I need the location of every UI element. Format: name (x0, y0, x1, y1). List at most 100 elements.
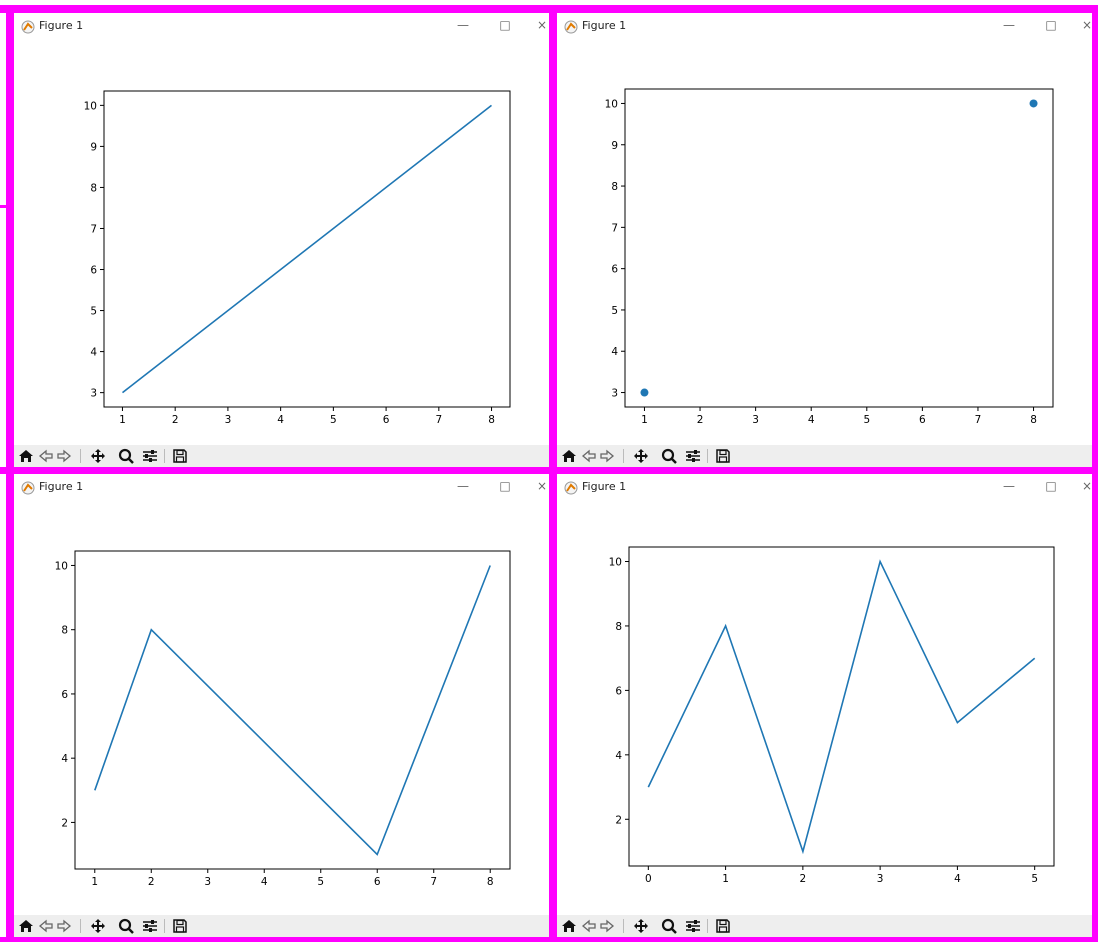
pan-icon[interactable] (90, 918, 106, 934)
minimize-button[interactable]: — (457, 479, 469, 493)
figure-window-4: Figure 1 — □ × 0 1 2 3 4 5 2 4 6 8 10 (557, 474, 1092, 937)
toolbar-separator (80, 919, 81, 933)
x-tick-label: 3 (204, 876, 211, 888)
y-tick-label: 3 (90, 388, 97, 400)
pan-icon[interactable] (633, 448, 649, 464)
chart-plot[interactable]: 1 2 3 4 5 6 7 8 2 4 6 8 10 (14, 474, 549, 915)
x-tick-label: 6 (374, 876, 381, 888)
minimize-button[interactable]: — (457, 18, 469, 32)
save-icon[interactable] (715, 448, 731, 464)
back-icon[interactable] (38, 448, 54, 464)
x-tick-label: 8 (487, 876, 494, 888)
x-tick-label: 2 (148, 876, 155, 888)
x-tick-label: 1 (641, 414, 648, 426)
x-tick-label: 5 (317, 876, 324, 888)
forward-icon[interactable] (56, 448, 72, 464)
pan-icon[interactable] (633, 918, 649, 934)
window-title: Figure 1 (582, 19, 627, 32)
y-tick-label: 6 (61, 689, 68, 701)
axes-frame (74, 550, 511, 870)
x-tick-label: 1 (91, 876, 98, 888)
minimize-button[interactable]: — (1003, 479, 1015, 493)
x-tick-label: 5 (1031, 873, 1038, 885)
x-tick-label: 1 (119, 414, 126, 426)
toolbar-separator (623, 449, 624, 463)
y-tick-label: 9 (90, 141, 97, 153)
y-tick-label: 8 (611, 181, 618, 193)
figure-window-2: Figure 1 — □ × 1 2 3 4 5 6 7 8 3 4 5 6 7 8 9 10 (557, 13, 1092, 467)
save-icon[interactable] (172, 918, 188, 934)
annotation-tick (0, 205, 14, 208)
y-tick-label: 6 (611, 264, 618, 276)
back-icon[interactable] (581, 918, 597, 934)
configure-subplots-icon[interactable] (142, 448, 158, 464)
y-tick-label: 9 (611, 140, 618, 152)
back-icon[interactable] (581, 448, 597, 464)
title-bar[interactable]: Figure 1 — □ × (557, 13, 1092, 39)
y-tick-label: 7 (611, 222, 618, 234)
configure-subplots-icon[interactable] (685, 448, 701, 464)
maximize-button[interactable]: □ (1045, 18, 1057, 32)
x-tick-label: 7 (975, 414, 982, 426)
zoom-icon[interactable] (118, 918, 134, 934)
y-tick-label: 10 (609, 557, 622, 569)
close-button[interactable]: × (1081, 479, 1092, 493)
figure-window-1: Figure 1 — □ × 1 2 3 4 5 6 7 8 3 4 5 6 7 8 9 10 (14, 13, 549, 467)
maximize-button[interactable]: □ (499, 479, 511, 493)
forward-icon[interactable] (599, 918, 615, 934)
x-tick-label: 1 (722, 873, 729, 885)
axes-frame (624, 88, 1054, 408)
matplotlib-icon (21, 480, 35, 495)
zoom-icon[interactable] (661, 448, 677, 464)
zoom-icon[interactable] (118, 448, 134, 464)
home-icon[interactable] (18, 918, 34, 934)
close-button[interactable]: × (536, 479, 548, 493)
chart-plot[interactable]: 1 2 3 4 5 6 7 8 3 4 5 6 7 8 9 10 (14, 13, 549, 445)
matplotlib-icon (21, 19, 35, 34)
chart-plot[interactable]: 0 1 2 3 4 5 2 4 6 8 10 (557, 474, 1092, 915)
x-tick-label: 4 (954, 873, 961, 885)
x-tick-label: 2 (697, 414, 704, 426)
y-tick-label: 4 (615, 750, 622, 762)
toolbar-separator (164, 449, 165, 463)
toolbar-separator (164, 919, 165, 933)
configure-subplots-icon[interactable] (685, 918, 701, 934)
configure-subplots-icon[interactable] (142, 918, 158, 934)
forward-icon[interactable] (56, 918, 72, 934)
navigation-toolbar (14, 915, 549, 937)
x-tick-label: 6 (919, 414, 926, 426)
y-tick-label: 5 (611, 305, 618, 317)
scatter-point (640, 388, 649, 397)
x-tick-label: 5 (863, 414, 870, 426)
x-tick-label: 2 (172, 414, 179, 426)
y-tick-label: 6 (90, 265, 97, 277)
minimize-button[interactable]: — (1003, 18, 1015, 32)
window-title: Figure 1 (582, 480, 627, 493)
maximize-button[interactable]: □ (499, 18, 511, 32)
x-tick-label: 8 (1030, 414, 1037, 426)
close-button[interactable]: × (536, 18, 548, 32)
x-tick-label: 3 (877, 873, 884, 885)
chart-plot[interactable]: 1 2 3 4 5 6 7 8 3 4 5 6 7 8 9 10 (557, 13, 1092, 445)
home-icon[interactable] (561, 448, 577, 464)
y-tick-label: 8 (615, 621, 622, 633)
home-icon[interactable] (561, 918, 577, 934)
annotation-frame-center (549, 5, 557, 942)
y-tick-label: 10 (605, 98, 618, 110)
save-icon[interactable] (715, 918, 731, 934)
title-bar[interactable]: Figure 1 — □ × (557, 474, 1092, 500)
x-tick-label: 0 (645, 873, 652, 885)
title-bar[interactable]: Figure 1 — □ × (14, 13, 549, 39)
save-icon[interactable] (172, 448, 188, 464)
y-tick-label: 8 (90, 182, 97, 194)
forward-icon[interactable] (599, 448, 615, 464)
back-icon[interactable] (38, 918, 54, 934)
pan-icon[interactable] (90, 448, 106, 464)
zoom-icon[interactable] (661, 918, 677, 934)
x-tick-label: 5 (330, 414, 337, 426)
close-button[interactable]: × (1081, 18, 1092, 32)
y-tick-label: 10 (84, 100, 97, 112)
home-icon[interactable] (18, 448, 34, 464)
title-bar[interactable]: Figure 1 — □ × (14, 474, 549, 500)
maximize-button[interactable]: □ (1045, 479, 1057, 493)
